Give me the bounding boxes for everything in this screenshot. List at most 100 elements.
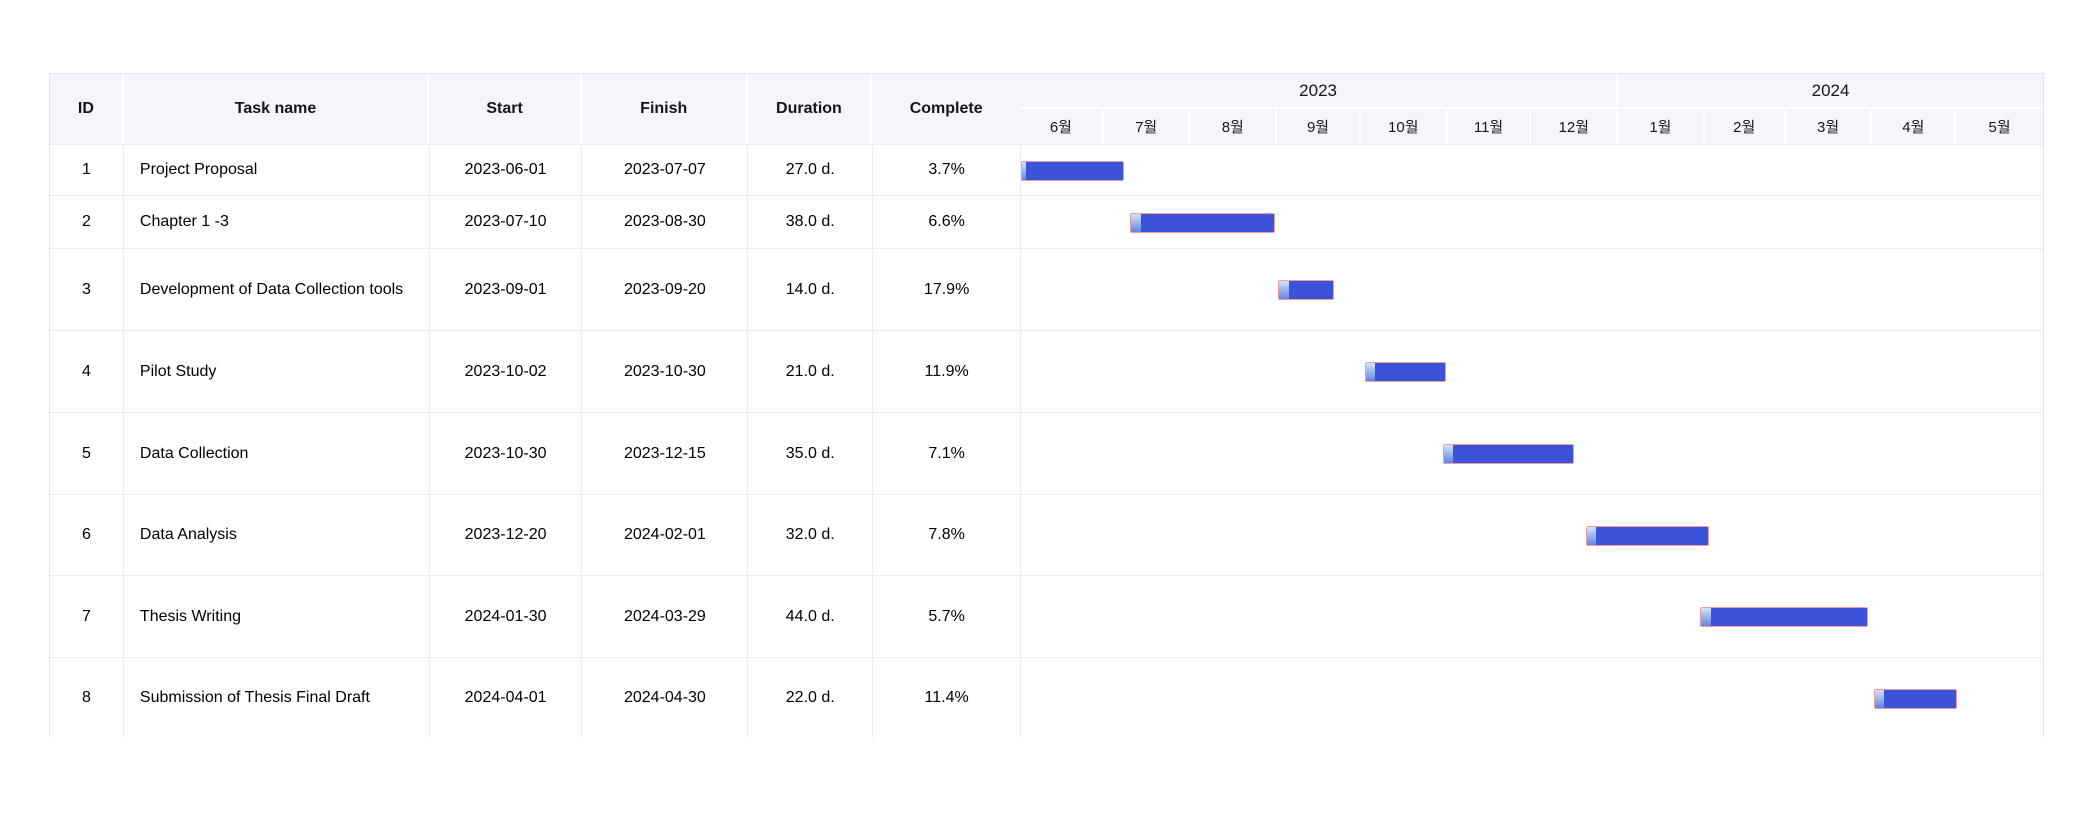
gantt-row-canvas <box>1021 145 2043 195</box>
month-header: 1월 <box>1618 109 1705 144</box>
cell-id: 5 <box>50 413 124 494</box>
column-header-task: Task name <box>123 74 430 144</box>
cell-complete: 17.9% <box>873 249 1022 330</box>
cell-complete: 7.8% <box>873 495 1022 575</box>
cell-complete: 11.4% <box>873 658 1022 738</box>
gantt-chart-table: ID Task name Start Finish Duration Compl… <box>49 73 2044 738</box>
table-row: 7 Thesis Writing 2024-01-30 2024-03-29 44.0 … <box>50 575 2043 657</box>
cell-id: 8 <box>50 658 124 738</box>
cell-finish: 2023-07-07 <box>582 145 749 195</box>
gantt-bar-progress <box>1131 213 1141 232</box>
table-row: 4 Pilot Study 2023-10-02 2023-10-30 21.0 d. 1… <box>50 330 2043 412</box>
cell-name: Data Collection <box>124 413 430 494</box>
cell-start: 2023-10-02 <box>430 331 583 412</box>
table-row: 5 Data Collection 2023-10-30 2023-12-15 35.0… <box>50 412 2043 494</box>
cell-complete: 7.1% <box>873 413 1022 494</box>
column-header-start: Start <box>429 74 582 144</box>
table-row: 3 Development of Data Collection tools 202… <box>50 248 2043 330</box>
cell-duration: 21.0 d. <box>748 331 874 412</box>
month-header: 6월 <box>1020 109 1104 144</box>
gantt-bar[interactable] <box>1700 607 1868 627</box>
table-row: 1 Project Proposal 2023-06-01 2023-07-07 27.… <box>50 144 2043 195</box>
gantt-bar-progress <box>1279 281 1290 299</box>
month-header: 2월 <box>1704 109 1786 144</box>
cell-id: 4 <box>50 331 124 412</box>
gantt-bar-progress <box>1874 689 1885 708</box>
cell-name: Submission of Thesis Final Draft <box>124 658 430 738</box>
cell-name: Pilot Study <box>124 331 430 412</box>
year-header-2023: 2023 <box>1020 74 1619 109</box>
table-row: 2 Chapter 1 -3 2023-07-10 2023-08-30 38.0 d.… <box>50 195 2043 248</box>
table-body: 1 Project Proposal 2023-06-01 2023-07-07 2 7.… <box>50 144 2043 738</box>
cell-start: 2023-07-10 <box>430 196 583 248</box>
cell-start: 2023-09-01 <box>430 249 583 330</box>
timeline-header: 2023 2024 6월 7월 8월 9월 10월 11월 12월 1월 2월 3월 4월 5월 <box>1020 74 2043 144</box>
cell-name: Thesis Writing <box>124 576 430 657</box>
gantt-bar[interactable] <box>1873 688 1958 709</box>
table-row: 6 Data Analysis 2023-12-20 2024-02-01 32.0 d… <box>50 494 2043 575</box>
gantt-bar[interactable] <box>1130 212 1276 233</box>
cell-name: Data Analysis <box>124 495 430 575</box>
cell-id: 1 <box>50 145 124 195</box>
cell-duration: 22.0 d. <box>748 658 874 738</box>
month-header: 8월 <box>1190 109 1278 144</box>
cell-id: 2 <box>50 196 124 248</box>
cell-id: 3 <box>50 249 124 330</box>
cell-complete: 6.6% <box>873 196 1022 248</box>
gantt-bar[interactable] <box>1364 362 1446 382</box>
gantt-bar-progress <box>1444 445 1454 463</box>
gantt-row-canvas <box>1021 196 2043 248</box>
month-header: 12월 <box>1531 109 1619 144</box>
year-header-2024: 2024 <box>1618 74 2043 109</box>
month-header: 11월 <box>1447 109 1532 144</box>
cell-start: 2024-01-30 <box>430 576 583 657</box>
gantt-bar[interactable] <box>1021 160 1125 181</box>
cell-complete: 5.7% <box>873 576 1022 657</box>
gantt-row-canvas <box>1021 495 2043 575</box>
month-header: 9월 <box>1277 109 1361 144</box>
month-header: 7월 <box>1103 109 1191 144</box>
gantt-row-canvas <box>1021 249 2043 330</box>
cell-name: Development of Data Collection tools <box>124 249 430 330</box>
gantt-bar[interactable] <box>1278 280 1335 300</box>
cell-id: 7 <box>50 576 124 657</box>
cell-duration: 44.0 d. <box>748 576 874 657</box>
month-header: 10월 <box>1360 109 1448 144</box>
cell-complete: 11.9% <box>873 331 1022 412</box>
cell-finish: 2023-12-15 <box>582 413 749 494</box>
column-header-id: ID <box>50 74 124 144</box>
cell-duration: 35.0 d. <box>748 413 874 494</box>
cell-duration: 32.0 d. <box>748 495 874 575</box>
cell-finish: 2023-08-30 <box>582 196 749 248</box>
cell-start: 2023-06-01 <box>430 145 583 195</box>
table-row: 8 Submission of Thesis Final Draft 2024-04… <box>50 657 2043 738</box>
gantt-bar-progress <box>1365 363 1376 381</box>
gantt-bar-progress <box>1701 608 1711 626</box>
cell-duration: 38.0 d. <box>748 196 874 248</box>
cell-start: 2023-10-30 <box>430 413 583 494</box>
month-header: 4월 <box>1872 109 1957 144</box>
gantt-row-canvas <box>1021 331 2043 412</box>
gantt-row-canvas <box>1021 576 2043 657</box>
cell-duration: 14.0 d. <box>748 249 874 330</box>
cell-id: 6 <box>50 495 124 575</box>
column-header-complete: Complete <box>872 74 1020 144</box>
cell-start: 2024-04-01 <box>430 658 583 738</box>
cell-finish: 2024-04-30 <box>582 658 749 738</box>
cell-name: Chapter 1 -3 <box>124 196 430 248</box>
table-header-row: ID Task name Start Finish Duration Compl… <box>50 74 2043 144</box>
cell-finish: 2024-03-29 <box>582 576 749 657</box>
gantt-bar-progress <box>1586 526 1597 545</box>
gantt-bar[interactable] <box>1443 444 1575 464</box>
cell-finish: 2023-10-30 <box>582 331 749 412</box>
cell-complete: 3.7% <box>873 145 1022 195</box>
column-header-duration: Duration <box>747 74 873 144</box>
cell-finish: 2023-09-20 <box>582 249 749 330</box>
cell-name: Project Proposal <box>124 145 430 195</box>
timeline-month-row: 6월 7월 8월 9월 10월 11월 12월 1월 2월 3월 4월 5월 <box>1020 109 2043 144</box>
month-header: 5월 <box>1956 109 2043 144</box>
gantt-row-canvas <box>1021 658 2043 738</box>
column-header-finish: Finish <box>581 74 748 144</box>
gantt-bar[interactable] <box>1585 525 1709 546</box>
month-header: 3월 <box>1785 109 1873 144</box>
